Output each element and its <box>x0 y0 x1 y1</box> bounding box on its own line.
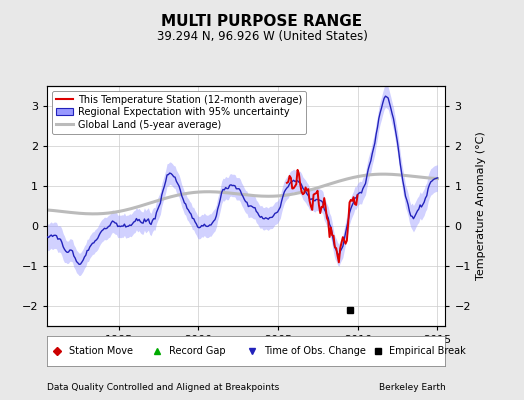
Text: MULTI PURPOSE RANGE: MULTI PURPOSE RANGE <box>161 14 363 29</box>
Text: 39.294 N, 96.926 W (United States): 39.294 N, 96.926 W (United States) <box>157 30 367 43</box>
Legend: This Temperature Station (12-month average), Regional Expectation with 95% uncer: This Temperature Station (12-month avera… <box>52 91 307 134</box>
Text: Time of Obs. Change: Time of Obs. Change <box>264 346 366 356</box>
Text: Data Quality Controlled and Aligned at Breakpoints: Data Quality Controlled and Aligned at B… <box>47 383 279 392</box>
Text: Record Gap: Record Gap <box>169 346 225 356</box>
Text: Empirical Break: Empirical Break <box>389 346 466 356</box>
Text: Berkeley Earth: Berkeley Earth <box>379 383 445 392</box>
Y-axis label: Temperature Anomaly (°C): Temperature Anomaly (°C) <box>476 132 486 280</box>
Text: Station Move: Station Move <box>69 346 133 356</box>
